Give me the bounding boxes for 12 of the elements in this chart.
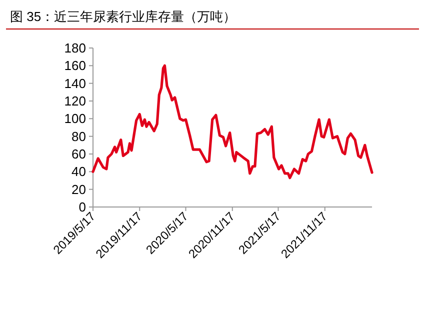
- chart-title: 图 35：近三年尿素行业库存量（万吨）: [10, 9, 236, 24]
- y-tick-label: 180: [64, 40, 86, 56]
- y-tick-label: 140: [64, 76, 86, 91]
- y-tick-label: 160: [64, 58, 86, 74]
- y-tick-label: 0: [78, 200, 86, 214]
- y-tick-label: 40: [72, 164, 86, 180]
- y-tick-label: 20: [72, 182, 86, 197]
- y-tick-label: 80: [72, 128, 86, 144]
- y-tick-label: 120: [64, 94, 86, 108]
- y-tick-label: 100: [64, 111, 86, 126]
- y-tick-label: 60: [72, 146, 86, 162]
- line-series: [92, 64, 374, 180]
